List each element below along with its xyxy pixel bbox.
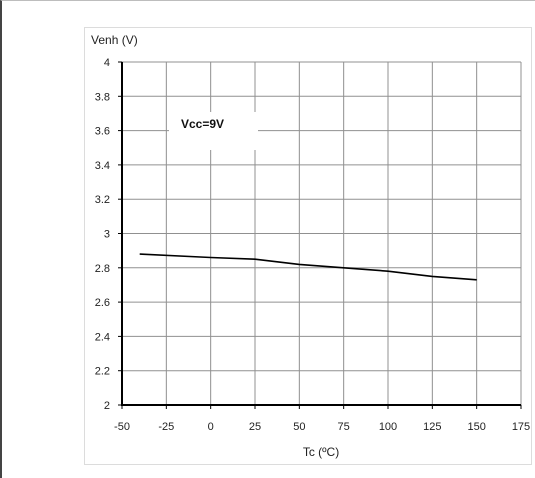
y-tick-label: 3.2	[95, 194, 110, 206]
x-axis-title: Tc (ºC)	[303, 445, 339, 459]
y-tick-label: 3.8	[95, 91, 110, 103]
y-tick-labels: 2 2.2 2.4 2.6 2.8 3 3.2 3.4 3.6 3.8 4	[95, 57, 110, 412]
y-tick-label: 3	[104, 229, 110, 241]
x-tick-label: 0	[208, 421, 214, 433]
y-tick-label: 2.6	[95, 297, 110, 309]
series-line	[139, 253, 477, 281]
x-tick-label: 50	[293, 421, 305, 433]
grid-layer	[122, 61, 522, 405]
y-tick-label: 2	[104, 400, 110, 412]
x-tick-label: 75	[338, 421, 350, 433]
y-tick-label: 4	[104, 57, 110, 69]
x-tick-label: 25	[249, 421, 261, 433]
chart-panel	[84, 27, 532, 465]
y-tick-label: 3.4	[95, 160, 110, 172]
annotation-box	[169, 112, 258, 150]
y-axis-title: Venh (V)	[91, 33, 138, 47]
y-tick-label: 3.6	[95, 126, 110, 138]
x-tick-label: -50	[114, 421, 130, 433]
annotation-text: Vcc=9V	[181, 117, 224, 131]
x-tick-label: 125	[423, 421, 441, 433]
x-tick-label: 100	[379, 421, 397, 433]
axis-layer	[118, 61, 522, 409]
y-tick-label: 2.4	[95, 331, 110, 343]
series-layer	[139, 253, 477, 281]
y-tick-label: 2.2	[95, 366, 110, 378]
x-tick-label: -25	[158, 421, 174, 433]
x-tick-label: 150	[467, 421, 485, 433]
y-tick-label: 2.8	[95, 263, 110, 275]
x-tick-labels: -50 -25 0 25 50 75 100 125 150 175	[114, 421, 530, 433]
x-tick-label: 175	[512, 421, 530, 433]
